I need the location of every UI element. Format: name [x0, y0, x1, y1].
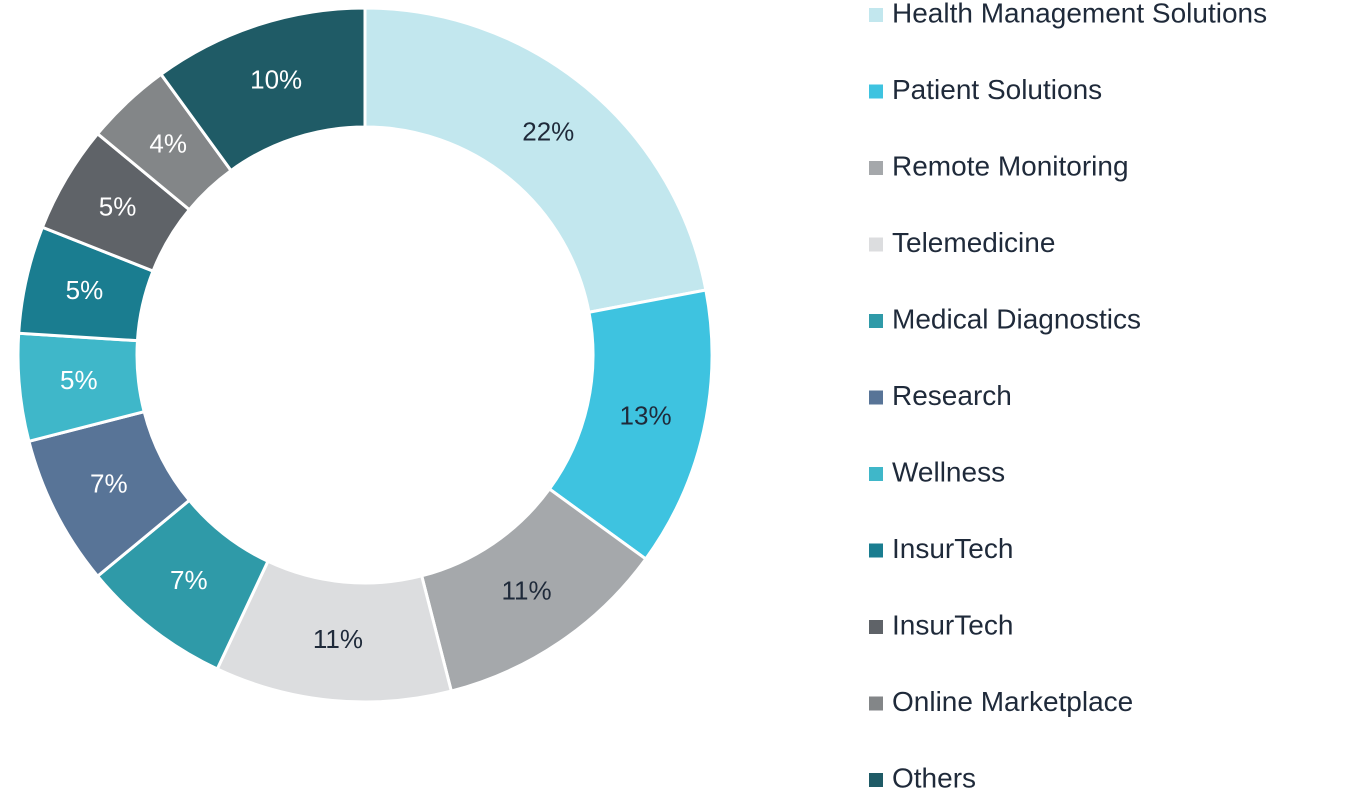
slice-label: 22% [522, 116, 574, 146]
slice-label: 10% [250, 64, 302, 94]
legend-swatch [869, 314, 883, 328]
legend-label: InsurTech [892, 609, 1013, 640]
legend-label: InsurTech [892, 533, 1013, 564]
slice-label: 7% [170, 565, 208, 595]
legend-label: Telemedicine [892, 227, 1055, 258]
legend-label: Others [892, 762, 976, 793]
slice-label: 5% [66, 275, 104, 305]
slice-label: 7% [90, 468, 128, 498]
slice-label: 4% [149, 128, 187, 158]
legend-swatch [869, 390, 883, 405]
legend-label: Medical Diagnostics [892, 303, 1141, 334]
legend-label: Remote Monitoring [892, 150, 1129, 181]
legend-label: Health Management Solutions [892, 0, 1267, 28]
legend-swatch [869, 237, 883, 252]
legend-label: Research [892, 380, 1012, 411]
legend-swatch [869, 543, 883, 558]
legend-label: Patient Solutions [892, 74, 1102, 105]
donut-slice [158, 6, 367, 173]
donut-slice [363, 6, 708, 315]
legend-swatch [869, 84, 883, 99]
legend-swatch [869, 161, 883, 175]
slice-label: 5% [99, 192, 137, 222]
slice-label: 5% [60, 365, 98, 395]
legend-label: Wellness [892, 456, 1005, 487]
legend-swatch [869, 8, 883, 22]
slice-label: 11% [313, 624, 363, 654]
legend-swatch [869, 773, 883, 787]
legend-swatch [869, 696, 883, 711]
legend-swatch [869, 467, 883, 481]
legend-label: Online Marketplace [892, 686, 1133, 717]
slice-label: 13% [620, 401, 672, 431]
slice-label: 11% [502, 576, 552, 606]
legend-swatch [869, 620, 883, 634]
